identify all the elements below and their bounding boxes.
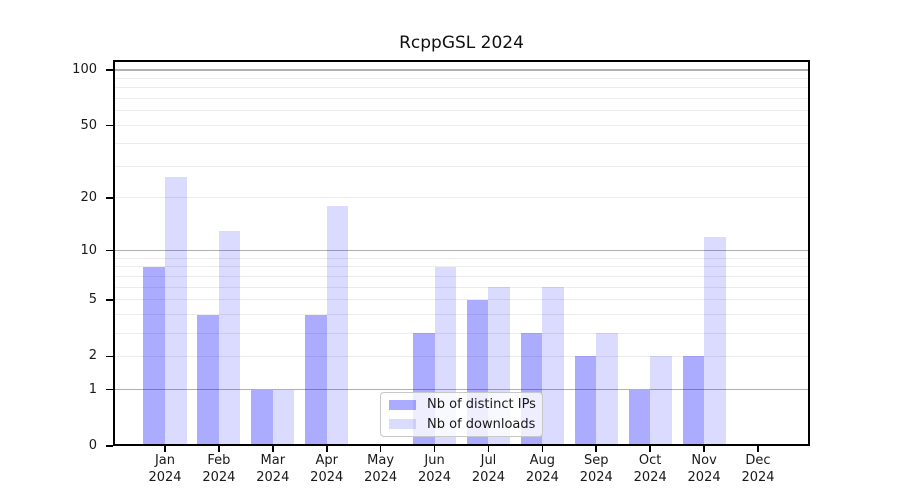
y-tick-100 (106, 69, 113, 71)
x-tick-jan (164, 446, 166, 452)
x-tick-year-apr: 2024 (310, 470, 344, 485)
chart-title: RcppGSL 2024 (399, 33, 524, 53)
gridline-major-1 (113, 388, 810, 391)
gridline-minor-5 (113, 299, 810, 301)
x-tick-label-oct: Oct (638, 453, 662, 468)
x-tick-nov (703, 446, 705, 452)
x-tick-year-oct: 2024 (633, 470, 667, 485)
bar-nb-of-downloads-aug (542, 287, 564, 446)
bar-nb-of-downloads-sep (596, 333, 618, 446)
gridline-minor-7 (113, 276, 810, 278)
y-tick-50 (106, 124, 113, 127)
bar-nb-of-distinct-ips-apr (305, 314, 327, 446)
gridline-minor-40 (113, 142, 810, 144)
gridline-minor-50 (113, 125, 810, 127)
legend: Nb of distinct IPs Nb of downloads (380, 392, 543, 437)
x-tick-label-apr: Apr (315, 453, 338, 468)
bar-nb-of-distinct-ips-mar (251, 389, 273, 446)
x-tick-dec (757, 446, 759, 452)
bar-nb-of-distinct-ips-sep (574, 356, 597, 446)
bar-nb-of-downloads-nov (704, 236, 726, 446)
gridline-major-100 (113, 69, 810, 71)
x-tick-jun (433, 446, 436, 452)
bar-nb-of-distinct-ips-nov (682, 356, 705, 446)
x-tick-year-mar: 2024 (256, 470, 290, 485)
gridline-minor-70 (113, 98, 810, 100)
x-tick-label-sep: Sep (584, 453, 609, 468)
y-tick-label-100: 100 (72, 61, 97, 77)
bar-nb-of-downloads-apr (326, 206, 349, 446)
x-tick-jul (487, 446, 490, 452)
y-tick-label-2: 2 (88, 348, 97, 364)
gridline-minor-90 (113, 77, 810, 79)
x-tick-year-aug: 2024 (525, 470, 559, 485)
legend-swatch-distinct-ips (389, 399, 416, 410)
legend-label-downloads: Nb of downloads (427, 416, 536, 432)
gridline-minor-4 (113, 314, 810, 316)
bar-nb-of-distinct-ips-jan (143, 266, 165, 446)
x-tick-year-may: 2024 (364, 470, 398, 485)
legend-swatch-downloads (389, 419, 416, 430)
gridline-minor-9 (113, 257, 810, 259)
bar-nb-of-downloads-feb (218, 230, 241, 446)
x-tick-year-dec: 2024 (741, 470, 775, 485)
legend-item-downloads: Nb of downloads (389, 415, 536, 435)
x-tick-label-mar: Mar (260, 453, 286, 468)
x-tick-oct (649, 446, 651, 452)
x-tick-mar (272, 446, 274, 452)
gridline-minor-8 (113, 266, 810, 268)
x-tick-label-jul: Jul (480, 453, 497, 468)
legend-item-distinct-ips: Nb of distinct IPs (389, 395, 536, 415)
y-tick-label-5: 5 (88, 291, 97, 307)
gridline-minor-30 (113, 165, 810, 167)
x-tick-label-aug: Aug (529, 453, 556, 468)
gridline-minor-2 (113, 355, 810, 357)
y-tick-5 (106, 299, 113, 301)
x-tick-may (379, 446, 382, 452)
bar-nb-of-distinct-ips-feb (197, 314, 219, 446)
bar-nb-of-downloads-jan (165, 177, 187, 446)
y-tick-label-1: 1 (88, 381, 97, 397)
x-tick-feb (218, 446, 220, 452)
x-tick-year-jul: 2024 (471, 470, 505, 485)
x-tick-year-jun: 2024 (417, 470, 452, 485)
gridline-minor-80 (113, 87, 810, 89)
x-tick-apr (325, 446, 328, 452)
x-tick-aug (541, 446, 544, 452)
y-tick-label-10: 10 (80, 242, 97, 258)
bar-nb-of-downloads-mar (272, 389, 295, 446)
y-tick-10 (106, 249, 113, 252)
x-tick-year-jan: 2024 (148, 470, 182, 485)
x-tick-label-nov: Nov (691, 453, 717, 468)
bar-nb-of-distinct-ips-oct (628, 389, 651, 446)
y-tick-20 (106, 197, 113, 199)
y-tick-0 (106, 445, 113, 447)
y-tick-label-20: 20 (80, 189, 97, 205)
gridline-minor-3 (113, 332, 810, 334)
x-tick-year-feb: 2024 (202, 470, 236, 485)
plot-area: Nb of distinct IPs Nb of downloads 0 1 2 5 1… (72, 60, 810, 485)
y-tick-label-50: 50 (80, 117, 97, 133)
gridline-minor-20 (113, 197, 810, 199)
x-tick-label-feb: Feb (207, 453, 231, 468)
bar-nb-of-downloads-oct (650, 356, 672, 446)
x-tick-year-sep: 2024 (579, 470, 613, 485)
x-tick-label-may: May (367, 453, 395, 468)
x-tick-year-nov: 2024 (687, 470, 721, 485)
y-tick-label-0: 0 (88, 438, 97, 453)
x-tick-sep (595, 446, 598, 452)
gridline-minor-60 (113, 110, 810, 112)
gridline-minor-6 (113, 286, 810, 288)
y-tick-1 (106, 388, 113, 391)
x-tick-label-dec: Dec (745, 453, 771, 468)
legend-label-distinct-ips: Nb of distinct IPs (427, 397, 536, 413)
x-tick-label-jun: Jun (424, 453, 445, 468)
x-tick-label-jan: Jan (154, 453, 176, 468)
gridline-major-10 (113, 249, 810, 252)
y-tick-2 (106, 355, 113, 358)
